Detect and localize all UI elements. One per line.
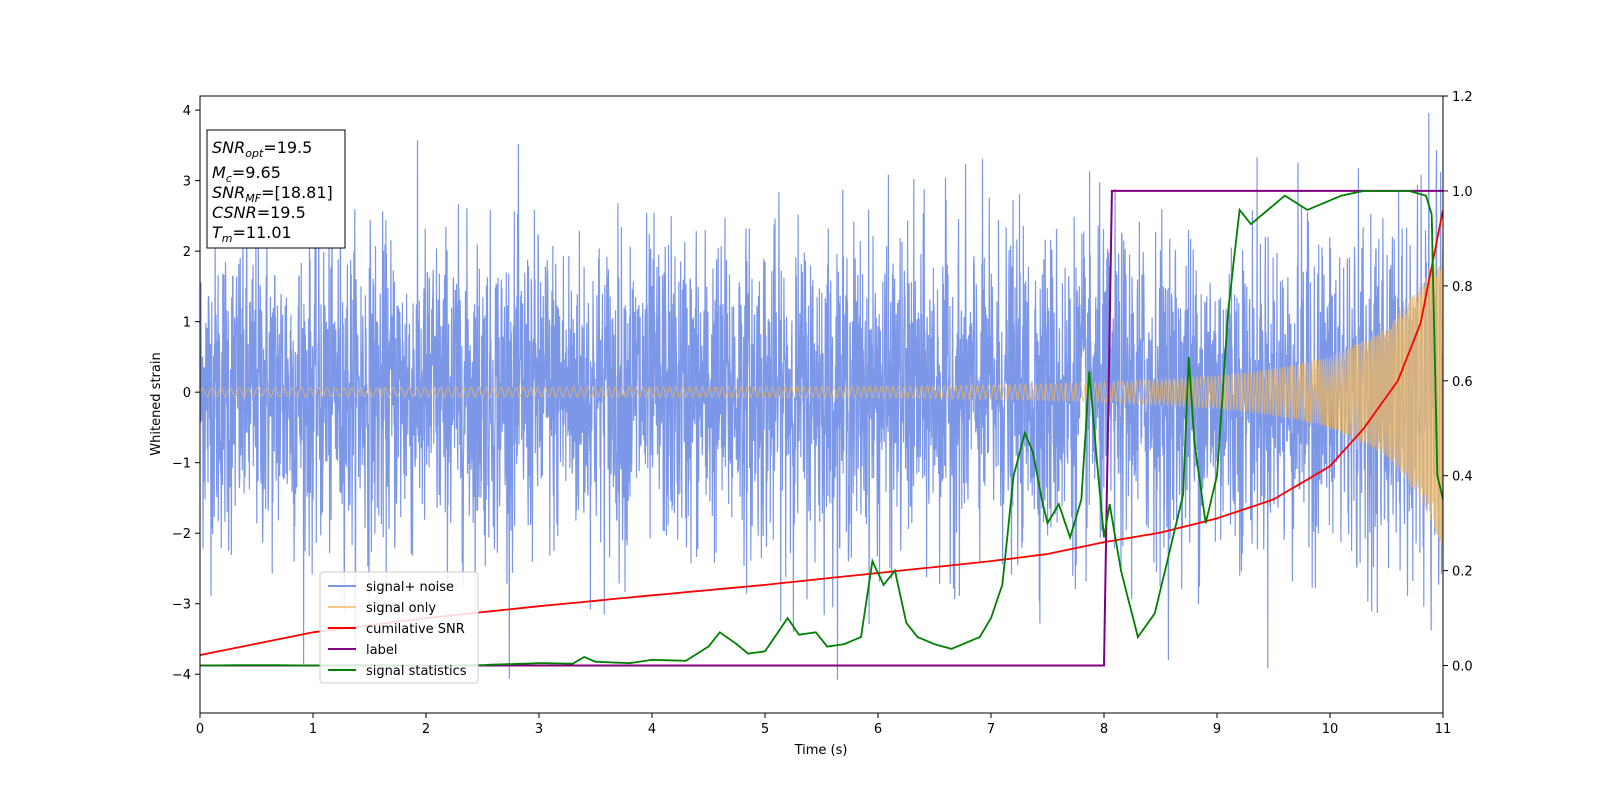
y2-tick-label: 0.8 bbox=[1452, 280, 1473, 295]
info-subscript: c bbox=[226, 172, 232, 185]
y-axis-left: 4 3 2 1 0 −1 −2 −3 −4 bbox=[172, 104, 200, 683]
info-box-line: CSNR=19.5 bbox=[212, 203, 306, 222]
x-tick-label: 6 bbox=[874, 722, 882, 737]
y-tick-label: 4 bbox=[183, 104, 191, 119]
info-box-line: SNRopt=19.5 bbox=[212, 138, 312, 160]
info-subscript: MF bbox=[245, 192, 261, 205]
plot-frame bbox=[199, 95, 1444, 714]
legend-entry: signal only bbox=[366, 601, 436, 616]
y2-tick-label: 0.0 bbox=[1452, 660, 1473, 675]
y-tick-label: 2 bbox=[183, 245, 191, 260]
info-subscript: opt bbox=[245, 147, 264, 160]
y2-tick-label: 0.6 bbox=[1452, 375, 1473, 390]
x-tick-label: 3 bbox=[535, 722, 543, 737]
x-tick-label: 5 bbox=[761, 722, 769, 737]
y-axis-right: 1.2 1.0 0.8 0.6 0.4 0.2 0.0 bbox=[1443, 90, 1473, 675]
series-cumulative-snr bbox=[200, 209, 1443, 656]
y2-tick-label: 0.2 bbox=[1452, 565, 1473, 580]
info-value: =19.5 bbox=[263, 138, 312, 157]
y-tick-label: 0 bbox=[183, 386, 191, 401]
y-tick-label: −4 bbox=[172, 668, 191, 683]
x-tick-label: 8 bbox=[1100, 722, 1108, 737]
series-signal-statistics bbox=[200, 190, 1443, 667]
legend-entry: cumilative SNR bbox=[366, 622, 465, 637]
info-subscript: m bbox=[222, 232, 233, 245]
info-value: =[18.81] bbox=[261, 183, 333, 202]
x-tick-label: 2 bbox=[422, 722, 430, 737]
y-tick-label: −2 bbox=[172, 527, 191, 542]
x-tick-label: 0 bbox=[196, 722, 204, 737]
x-axis: 0 1 2 3 4 5 6 7 8 9 10 11 bbox=[196, 713, 1451, 737]
info-symbol: M bbox=[212, 163, 226, 182]
series-signal-only bbox=[200, 249, 1443, 544]
y-tick-label: 3 bbox=[183, 175, 191, 190]
info-box-frame bbox=[206, 129, 346, 249]
x-tick-label: 10 bbox=[1322, 722, 1339, 737]
y-tick-label: −1 bbox=[172, 457, 191, 472]
info-box-line: Tm=11.01 bbox=[212, 223, 292, 245]
x-tick-label: 9 bbox=[1213, 722, 1221, 737]
x-tick-label: 11 bbox=[1435, 722, 1452, 737]
y-axis-label: Whitened strain bbox=[149, 352, 164, 455]
legend-entry: signal statistics bbox=[366, 664, 467, 679]
info-value: =9.65 bbox=[232, 163, 281, 182]
info-box-line: SNRMF=[18.81] bbox=[212, 183, 333, 205]
x-axis-label: Time (s) bbox=[794, 743, 848, 758]
series-label bbox=[200, 189, 1443, 667]
info-box: SNRopt=19.5Mc=9.65SNRMF=[18.81]CSNR=19.5… bbox=[206, 129, 346, 249]
info-symbol: SNR bbox=[212, 138, 245, 157]
plot-area bbox=[200, 112, 1443, 680]
y2-tick-label: 1.2 bbox=[1452, 90, 1473, 105]
y2-tick-label: 1.0 bbox=[1452, 185, 1473, 200]
x-tick-label: 7 bbox=[987, 722, 995, 737]
info-box-line: Mc=9.65 bbox=[212, 163, 281, 185]
legend: signal+ noise signal only cumilative SNR la… bbox=[319, 571, 479, 684]
info-symbol: T bbox=[212, 223, 223, 242]
info-value: =11.01 bbox=[233, 223, 292, 242]
y2-tick-label: 0.4 bbox=[1452, 470, 1473, 485]
info-symbol: CSNR bbox=[212, 203, 257, 222]
y-tick-label: 1 bbox=[183, 316, 191, 331]
info-value: =19.5 bbox=[257, 203, 306, 222]
legend-entry: signal+ noise bbox=[366, 580, 454, 595]
y-tick-label: −3 bbox=[172, 598, 191, 613]
legend-entry: label bbox=[366, 643, 397, 658]
x-tick-label: 1 bbox=[309, 722, 317, 737]
x-tick-label: 4 bbox=[648, 722, 656, 737]
info-symbol: SNR bbox=[212, 183, 245, 202]
legend-frame bbox=[319, 571, 479, 684]
